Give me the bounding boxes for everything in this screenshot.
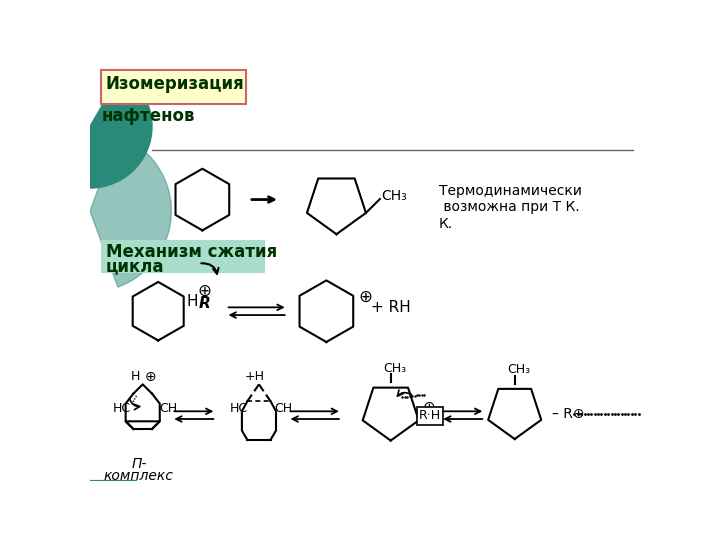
Text: ⊕: ⊕ [423, 400, 435, 415]
Text: – R⊕: – R⊕ [552, 407, 585, 421]
FancyBboxPatch shape [101, 240, 265, 273]
Text: Изомеризация: Изомеризация [106, 75, 244, 93]
Text: П-: П- [131, 457, 146, 471]
Text: R·H: R·H [419, 409, 441, 422]
Text: нафтенов: нафтенов [102, 107, 195, 125]
Wedge shape [90, 481, 137, 527]
Text: +H: +H [245, 370, 265, 383]
Text: ⊕: ⊕ [359, 288, 373, 306]
Text: HC: HC [113, 402, 131, 415]
Text: CH₃: CH₃ [507, 363, 530, 376]
Text: ⊕: ⊕ [145, 370, 156, 383]
Text: цикла: цикла [106, 257, 164, 275]
FancyBboxPatch shape [101, 70, 246, 104]
Text: CH: CH [160, 402, 178, 415]
Text: CH: CH [274, 402, 292, 415]
FancyBboxPatch shape [417, 407, 444, 425]
Wedge shape [90, 135, 171, 287]
Text: + RH: + RH [371, 300, 410, 315]
Text: Термодинамически
 возможна при Т К.
К.: Термодинамически возможна при Т К. К. [438, 184, 582, 231]
Text: комплекс: комплекс [104, 469, 174, 483]
Text: HC: HC [230, 402, 248, 415]
Text: CH₃: CH₃ [382, 189, 408, 203]
Text: H: H [187, 294, 199, 309]
Wedge shape [90, 73, 152, 188]
Text: Механизм сжатия: Механизм сжатия [106, 242, 276, 261]
Text: H: H [130, 370, 140, 383]
Text: CH₃: CH₃ [383, 362, 406, 375]
Text: ⊕: ⊕ [198, 282, 212, 300]
Text: R: R [199, 296, 210, 311]
